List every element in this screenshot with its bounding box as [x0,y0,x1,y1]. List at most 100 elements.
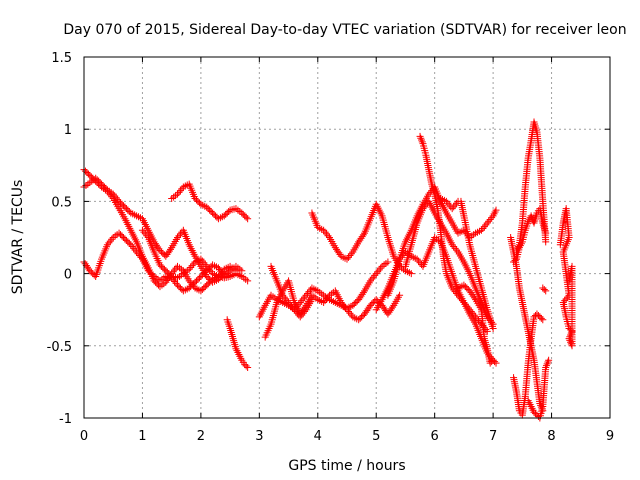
data-point [537,314,545,322]
data-point [356,314,364,322]
data-point [451,201,459,209]
data-point [147,270,155,278]
data-point [419,205,427,213]
data-point [470,311,478,319]
data-point [425,190,433,198]
data-point [366,277,374,285]
data-point [198,271,206,279]
y-tick-label: -0.5 [47,340,72,355]
y-tick-label: 0.5 [51,195,72,210]
data-point [117,231,125,239]
data-point [232,267,240,275]
data-point [486,359,494,367]
data-point [185,277,193,285]
data-point [244,277,252,285]
data-point [144,267,152,275]
data-point [239,210,247,218]
data-point [285,298,293,306]
data-point [448,241,456,249]
data-point [187,283,195,291]
data-point [197,287,205,295]
data-point [118,232,126,240]
data-point [448,284,456,292]
data-point [534,311,542,319]
data-point [203,262,211,270]
data-point [527,212,535,220]
data-point [320,226,328,234]
data-point [201,268,209,276]
data-point [200,259,208,267]
data-point [321,228,329,236]
data-point [530,313,538,321]
data-point [146,268,154,276]
data-point [369,273,377,281]
x-tick-label: 0 [80,429,88,444]
data-point [301,293,309,301]
data-point [359,231,367,239]
data-point [103,241,111,249]
data-point [368,275,376,283]
data-point [96,179,104,187]
data-point [105,239,113,247]
data-point [372,270,380,278]
x-tick-label: 2 [197,429,205,444]
data-point [210,210,218,218]
data-point [136,252,144,260]
data-point [483,219,491,227]
data-point [280,293,288,301]
data-point [448,205,456,213]
data-point [456,293,464,301]
data-point [287,302,295,310]
data-point [489,356,497,364]
data-point [127,241,135,249]
data-point [366,301,374,309]
data-point [175,232,183,240]
data-point [384,258,392,266]
data-point [472,313,480,321]
data-point [451,244,459,252]
data-point [220,212,228,220]
data-point [160,265,168,273]
x-tick-label: 8 [547,429,555,444]
data-point [480,223,488,231]
x-tick-label: 9 [606,429,614,444]
data-point [131,246,139,254]
data-point [301,308,309,316]
data-point [460,298,468,306]
data-point [241,361,249,369]
data-point [124,206,132,214]
data-point [117,199,125,207]
data-point [485,217,493,225]
data-point [197,255,205,263]
data-point [138,226,146,234]
data-point [176,187,184,195]
data-point [86,267,94,275]
data-point [121,235,129,243]
data-point [244,215,252,223]
data-point [450,203,458,211]
data-point [290,306,298,314]
data-point [223,270,231,278]
data-point [413,255,421,263]
data-point [542,287,550,295]
data-point [121,203,129,211]
data-point [396,291,404,299]
data-point [389,303,397,311]
data-point [200,284,208,292]
data-point [222,271,230,279]
data-point [453,289,461,297]
data-point [349,301,357,309]
data-point [562,295,570,303]
data-point [238,267,246,275]
data-point [222,210,230,218]
data-point [89,270,97,278]
data-point [567,338,575,346]
data-point [87,268,95,276]
x-tick-label: 3 [255,429,263,444]
data-point [561,297,569,305]
data-point [157,248,165,256]
data-point [488,214,496,222]
data-point [467,308,475,316]
data-point [543,360,551,368]
data-point [171,278,179,286]
